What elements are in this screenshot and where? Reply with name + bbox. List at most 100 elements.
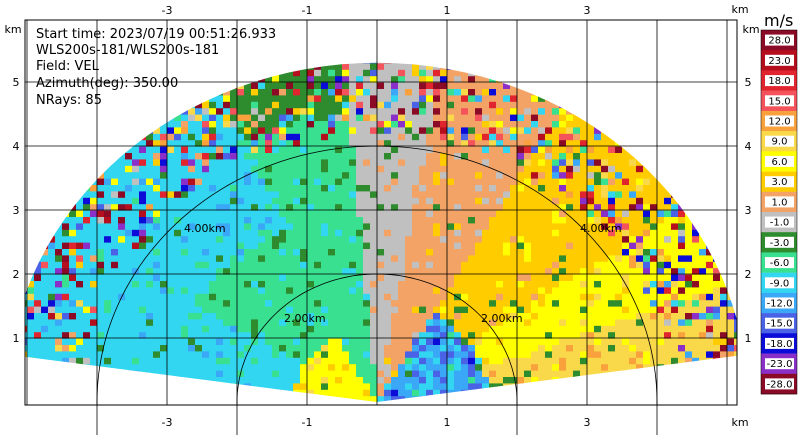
velocity-field — [6, 62, 749, 403]
field-cell — [195, 107, 203, 115]
field-cell — [468, 286, 476, 294]
field-cell — [83, 184, 91, 192]
field-cell — [230, 120, 238, 128]
field-cell — [671, 363, 679, 371]
field-cell — [398, 152, 406, 160]
field-cell — [524, 376, 532, 384]
field-cell — [699, 203, 707, 211]
field-cell — [615, 280, 623, 288]
field-cell — [741, 312, 749, 319]
field-cell — [643, 395, 651, 403]
field-cell — [342, 280, 350, 288]
field-cell — [132, 197, 140, 205]
field-cell — [629, 395, 637, 403]
field-cell — [552, 229, 560, 237]
field-cell — [587, 216, 595, 224]
field-cell — [237, 171, 245, 179]
field-cell — [104, 325, 112, 333]
field-cell — [587, 203, 595, 211]
field-cell — [223, 107, 231, 115]
field-cell — [699, 389, 707, 397]
field-cell — [566, 350, 574, 358]
field-cell — [482, 357, 490, 365]
field-cell — [286, 312, 294, 320]
field-cell — [426, 222, 434, 230]
field-cell — [734, 274, 737, 281]
field-cell — [41, 190, 49, 198]
field-cell — [272, 376, 280, 384]
field-cell — [657, 114, 665, 121]
field-cell — [237, 158, 245, 166]
field-cell — [398, 171, 406, 179]
field-cell — [643, 184, 651, 192]
field-cell — [503, 190, 511, 198]
field-cell — [405, 203, 413, 211]
field-cell — [118, 171, 126, 179]
field-cell — [622, 338, 630, 345]
field-cell — [370, 350, 378, 358]
field-cell — [174, 370, 182, 377]
field-cell — [202, 261, 210, 269]
field-cell — [706, 171, 714, 179]
field-cell — [741, 108, 749, 115]
field-cell — [664, 184, 672, 192]
field-cell — [734, 363, 737, 371]
field-cell — [601, 338, 609, 345]
field-cell — [433, 306, 441, 313]
field-cell — [482, 325, 490, 333]
field-cell — [139, 293, 147, 301]
field-cell — [335, 139, 343, 147]
field-cell — [405, 293, 413, 301]
field-cell — [6, 364, 14, 371]
field-cell — [370, 318, 378, 326]
field-cell — [25, 325, 28, 333]
field-cell — [531, 382, 539, 390]
field-cell — [566, 165, 574, 173]
field-cell — [258, 114, 266, 121]
field-cell — [692, 389, 700, 397]
field-cell — [545, 146, 553, 153]
field-cell — [559, 242, 567, 249]
field-cell — [321, 248, 329, 256]
field-cell — [174, 248, 182, 256]
field-cell — [13, 172, 21, 179]
field-cell — [398, 165, 406, 173]
field-cell — [692, 248, 700, 256]
field-cell — [629, 165, 637, 173]
field-cell — [426, 293, 434, 301]
field-cell — [160, 210, 168, 217]
field-cell — [496, 120, 504, 128]
field-cell — [482, 318, 490, 326]
field-cell — [608, 126, 616, 134]
field-cell — [34, 325, 42, 333]
field-cell — [69, 370, 77, 377]
field-cell — [685, 338, 693, 345]
field-cell — [223, 126, 231, 134]
field-cell — [356, 357, 364, 365]
field-cell — [426, 286, 434, 294]
field-cell — [62, 254, 70, 262]
field-cell — [167, 114, 175, 121]
field-cell — [209, 126, 217, 134]
field-cell — [580, 389, 588, 397]
field-cell — [321, 306, 329, 313]
field-cell — [622, 261, 630, 269]
field-cell — [636, 229, 644, 237]
field-cell — [48, 235, 56, 243]
field-cell — [643, 152, 651, 160]
field-cell — [685, 171, 693, 179]
field-cell — [174, 382, 182, 390]
field-cell — [475, 101, 483, 109]
field-cell — [139, 101, 147, 109]
field-cell — [671, 178, 679, 185]
field-cell — [405, 210, 413, 217]
field-cell — [601, 395, 609, 403]
field-cell — [377, 197, 385, 205]
field-cell — [349, 210, 357, 217]
field-cell — [307, 254, 315, 262]
field-cell — [517, 293, 525, 301]
field-cell — [55, 171, 63, 179]
field-cell — [132, 370, 140, 377]
field-cell — [426, 158, 434, 166]
field-cell — [118, 203, 126, 211]
